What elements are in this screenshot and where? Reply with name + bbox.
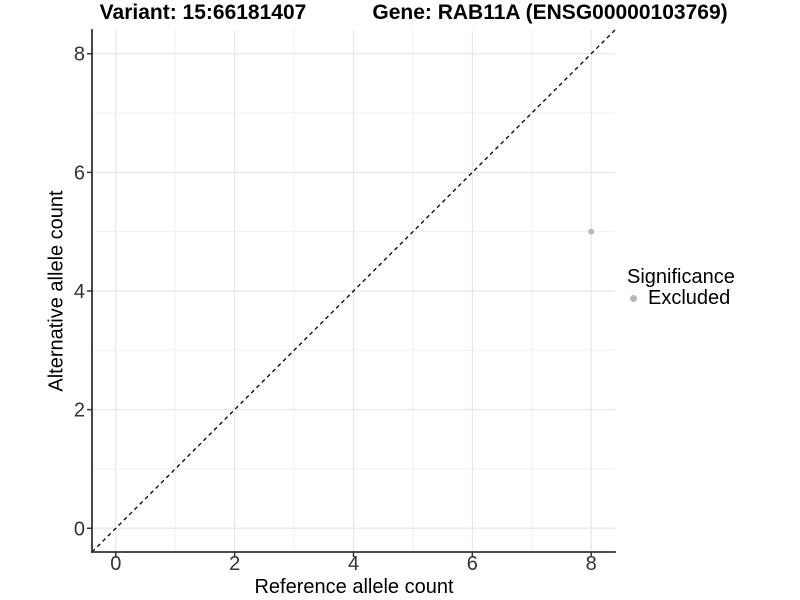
legend-item-label: Excluded (648, 287, 731, 309)
y-tick-label: 6 (74, 162, 85, 184)
legend-title: Significance (627, 266, 735, 288)
legend-item: Excluded (627, 287, 735, 309)
gene-title: Gene: RAB11A (ENSG00000103769) (372, 1, 728, 24)
x-tick-label: 8 (586, 553, 597, 575)
y-tick-label: 2 (74, 400, 85, 422)
axis-tick-labels: 0 2 4 6 8 0 2 4 6 8 (74, 44, 597, 575)
legend-dot-icon (629, 295, 637, 302)
legend-items: Excluded (627, 287, 735, 309)
data-point (588, 228, 595, 235)
y-tick-label: 4 (74, 281, 85, 303)
x-tick-label: 2 (229, 553, 240, 575)
legend-point-icon (627, 288, 639, 309)
x-tick-label: 6 (467, 553, 478, 575)
variant-title: Variant: 15:66181407 (99, 1, 307, 24)
y-tick-label: 0 (74, 518, 85, 540)
data-points (588, 228, 595, 235)
x-tick-label: 0 (110, 553, 121, 575)
axis-tick-marks (87, 52, 592, 557)
identity-dashed-line (91, 29, 616, 553)
x-axis-title: Reference allele count (254, 576, 454, 598)
y-axis-title: Alternative allele count (45, 190, 68, 392)
identity-line (91, 29, 616, 553)
y-tick-label: 8 (74, 44, 85, 66)
legend: Significance Excluded (627, 266, 735, 309)
x-tick-label: 4 (348, 553, 359, 575)
